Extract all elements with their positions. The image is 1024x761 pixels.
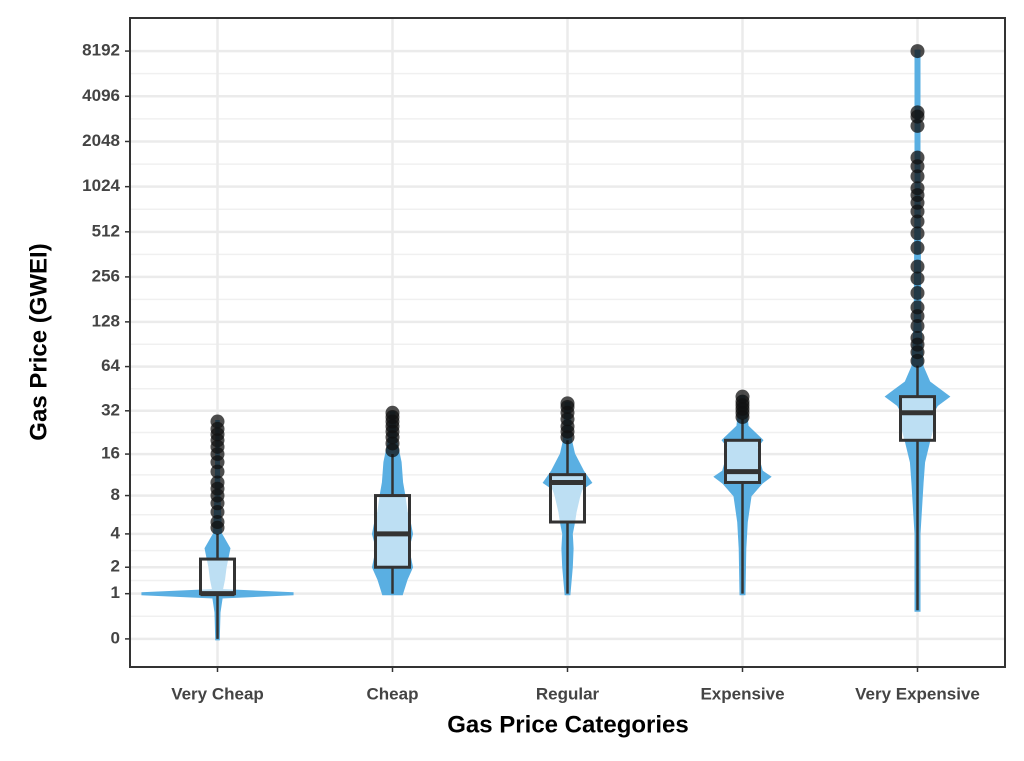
outlier [910, 150, 925, 165]
outlier [910, 105, 925, 120]
x-tick-label: Very Expensive [855, 684, 980, 703]
x-tick-label: Regular [536, 684, 600, 703]
y-tick-label: 512 [92, 221, 120, 240]
outlier [910, 181, 925, 196]
x-axis-title: Gas Price Categories [447, 711, 688, 738]
y-tick-label: 32 [101, 400, 120, 419]
y-tick-label: 128 [92, 311, 120, 330]
x-tick-label: Cheap [367, 684, 419, 703]
box [374, 494, 411, 569]
y-tick-label: 4 [111, 523, 121, 542]
outlier [910, 44, 925, 59]
y-tick-label: 64 [101, 356, 120, 375]
outlier [910, 285, 925, 300]
box [199, 557, 236, 596]
outlier [910, 240, 925, 255]
y-tick-label: 1 [111, 583, 120, 602]
plot-border [129, 17, 1006, 668]
outlier [560, 396, 575, 411]
x-tick-label: Expensive [700, 684, 784, 703]
outlier [385, 405, 400, 420]
x-tick-label: Very Cheap [171, 684, 264, 703]
outlier [910, 259, 925, 274]
y-axis-title: Gas Price (GWEI) [25, 243, 52, 440]
y-tick-label: 2 [111, 557, 120, 576]
y-tick-label: 8192 [82, 41, 120, 60]
box [899, 395, 936, 442]
y-tick-label: 16 [101, 444, 120, 463]
y-tick-label: 1024 [82, 176, 120, 195]
y-tick-label: 0 [111, 628, 120, 647]
y-tick-label: 4096 [82, 86, 120, 105]
outlier [210, 475, 225, 490]
outlier [910, 319, 925, 334]
outlier [910, 214, 925, 229]
outlier [910, 169, 925, 184]
outlier [210, 414, 225, 429]
box [724, 438, 761, 484]
outlier [910, 330, 925, 345]
outlier [910, 271, 925, 286]
outlier [210, 515, 225, 530]
y-tick-label: 2048 [82, 131, 120, 150]
outlier [910, 226, 925, 241]
y-tick-label: 8 [111, 485, 120, 504]
y-tick-label: 256 [92, 266, 120, 285]
outlier [910, 300, 925, 315]
outlier [735, 389, 750, 404]
